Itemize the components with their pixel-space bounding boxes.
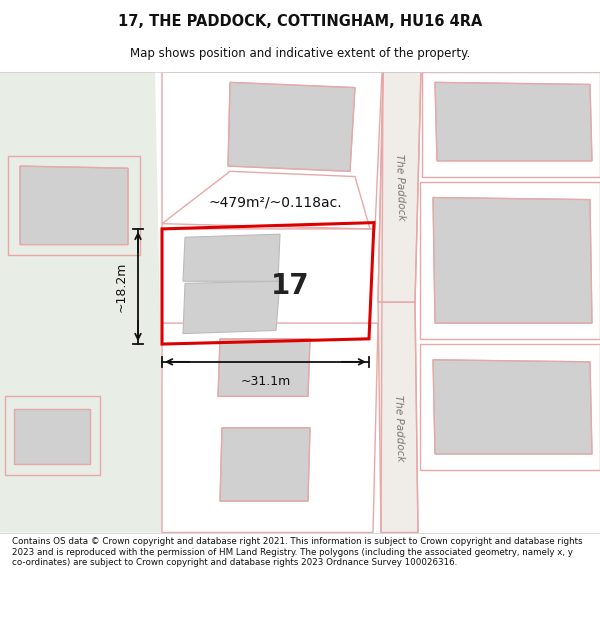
Polygon shape: [218, 339, 310, 396]
Polygon shape: [435, 82, 592, 161]
Polygon shape: [0, 72, 162, 532]
Polygon shape: [378, 302, 418, 532]
Text: The Paddock: The Paddock: [394, 154, 406, 221]
Text: ~479m²/~0.118ac.: ~479m²/~0.118ac.: [208, 196, 342, 210]
Text: 17: 17: [271, 272, 310, 301]
Polygon shape: [433, 198, 592, 323]
Polygon shape: [20, 166, 128, 244]
Polygon shape: [183, 234, 280, 281]
Polygon shape: [378, 72, 421, 302]
Text: Map shows position and indicative extent of the property.: Map shows position and indicative extent…: [130, 48, 470, 61]
Polygon shape: [183, 281, 280, 334]
Text: The Paddock: The Paddock: [393, 394, 405, 461]
Text: Contains OS data © Crown copyright and database right 2021. This information is : Contains OS data © Crown copyright and d…: [12, 538, 583, 568]
Polygon shape: [220, 428, 310, 501]
Text: ~31.1m: ~31.1m: [241, 376, 290, 389]
Text: 17, THE PADDOCK, COTTINGHAM, HU16 4RA: 17, THE PADDOCK, COTTINGHAM, HU16 4RA: [118, 14, 482, 29]
Polygon shape: [14, 409, 90, 464]
Polygon shape: [228, 82, 355, 171]
Polygon shape: [433, 360, 592, 454]
Text: ~18.2m: ~18.2m: [115, 261, 128, 312]
